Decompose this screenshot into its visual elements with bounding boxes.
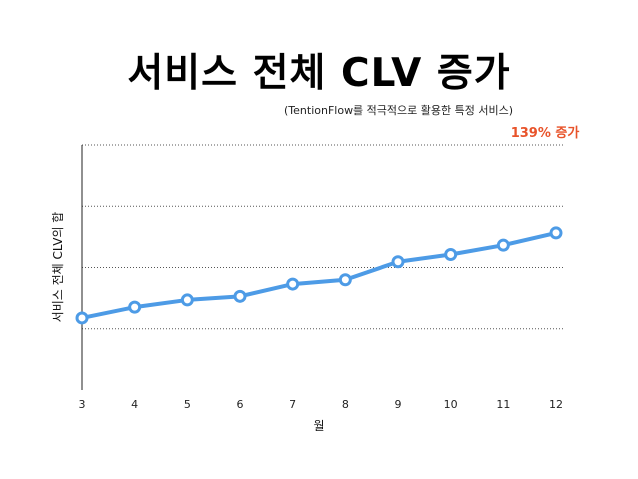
y-axis-label: 서비스 전체 CLV의 합 xyxy=(51,212,65,323)
x-tick-label: 4 xyxy=(131,398,138,411)
x-tick-label: 5 xyxy=(184,398,191,411)
x-axis-label: 월 xyxy=(313,419,324,433)
data-point xyxy=(549,226,563,240)
data-point xyxy=(75,311,89,325)
growth-annotation: 139% 증가 xyxy=(511,126,580,141)
x-tick-label: 10 xyxy=(444,398,458,411)
data-point xyxy=(338,273,352,287)
data-point xyxy=(180,293,194,307)
x-tick-label: 6 xyxy=(237,398,244,411)
chart-title: 서비스 전체 CLV 증가 xyxy=(127,51,511,96)
x-tick-label: 7 xyxy=(289,398,296,411)
data-point xyxy=(128,300,142,314)
series-line xyxy=(80,230,558,320)
x-tick-label: 3 xyxy=(79,398,86,411)
x-tick-label: 9 xyxy=(395,398,402,411)
data-point xyxy=(496,238,510,252)
data-point xyxy=(391,255,405,269)
chart-subtitle: (TentionFlow를 적극적으로 활용한 특정 서비스) xyxy=(284,104,514,117)
data-point xyxy=(286,277,300,291)
x-tick-label: 12 xyxy=(549,398,563,411)
data-point xyxy=(233,289,247,303)
data-point xyxy=(444,248,458,262)
x-tick-label: 8 xyxy=(342,398,349,411)
x-tick-label: 11 xyxy=(496,398,510,411)
